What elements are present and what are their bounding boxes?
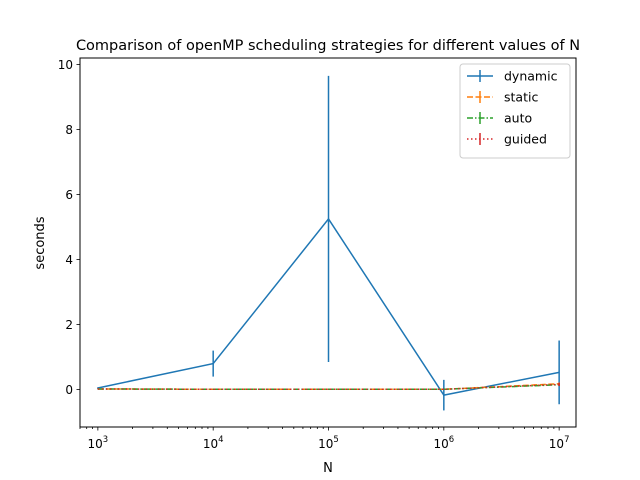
y-axis: 0 2 4 6 8 10	[58, 58, 80, 397]
y-tick-label: 6	[65, 188, 73, 202]
legend-label: guided	[504, 132, 547, 147]
plot-area	[97, 75, 560, 411]
x-axis: 103 104 105 106 107	[79, 427, 570, 451]
axes-frame	[79, 57, 577, 428]
y-tick-label: 0	[65, 383, 73, 397]
y-axis-label: seconds	[33, 216, 48, 269]
series-line	[97, 383, 560, 391]
y-tick-label: 8	[65, 123, 73, 137]
legend-item-auto: auto	[467, 111, 532, 126]
series-guided	[97, 382, 560, 391]
x-tick-label: 104	[203, 435, 224, 451]
legend-label: static	[504, 90, 538, 105]
legend-box	[459, 63, 571, 159]
legend-item-dynamic: dynamic	[467, 69, 558, 84]
x-tick-label: 106	[433, 435, 454, 451]
x-tick-label: 107	[549, 435, 570, 451]
chart-title: Comparison of openMP scheduling strategi…	[76, 38, 580, 54]
legend: dynamic static auto guided	[459, 63, 571, 159]
x-tick-label: 103	[88, 435, 109, 451]
legend-label: dynamic	[504, 69, 558, 84]
y-tick-label: 4	[65, 253, 73, 267]
x-axis-label: N	[323, 461, 333, 476]
legend-item-guided: guided	[467, 132, 547, 147]
legend-item-static: static	[467, 90, 538, 105]
y-tick-label: 2	[65, 318, 73, 332]
y-tick-label: 10	[58, 58, 73, 72]
x-tick-label: 105	[318, 435, 339, 451]
legend-label: auto	[504, 111, 532, 126]
